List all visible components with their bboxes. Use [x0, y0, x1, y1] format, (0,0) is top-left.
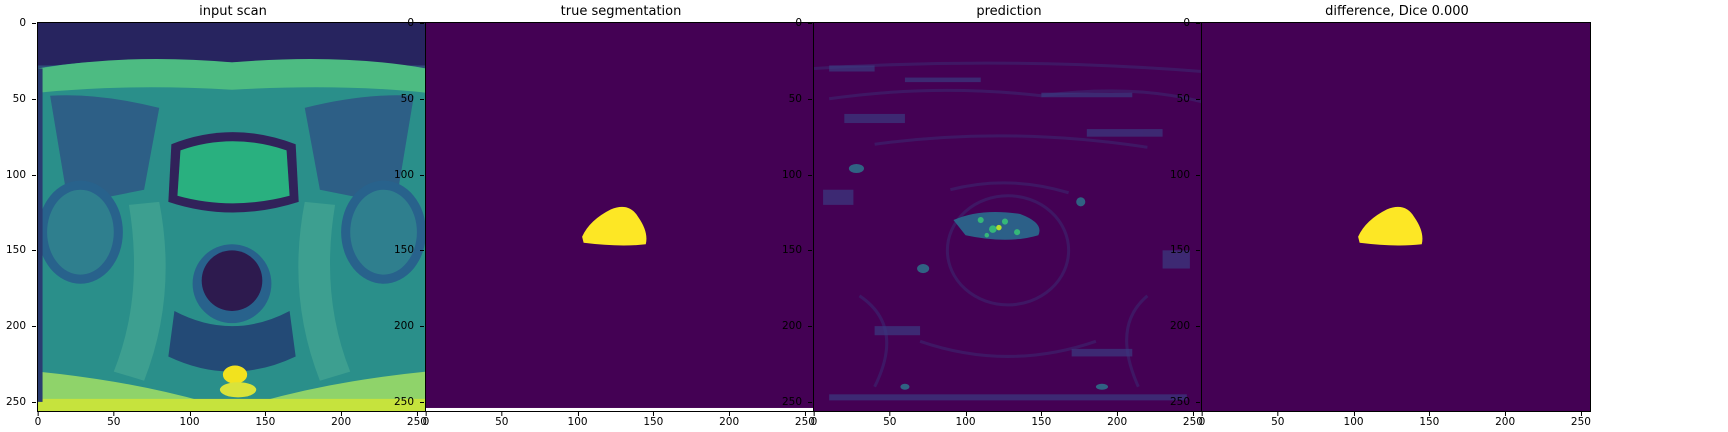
panel-difference: difference, Dice 0.000 0 50 100 150 200 250 0… — [1164, 0, 1594, 432]
y-tick-label: 200 — [0, 320, 36, 332]
x-tick-label: 200 — [331, 412, 352, 428]
y-tick-label: 200 — [388, 320, 424, 332]
x-tick-label: 0 — [1198, 412, 1206, 428]
panel-true-segmentation: true segmentation 0 50 100 150 200 250 0 50 100… — [388, 0, 818, 432]
panel-title: input scan — [199, 4, 267, 19]
y-tick-label: 50 — [776, 93, 812, 105]
image-prediction — [813, 22, 1203, 412]
x-tick-label: 0 — [810, 412, 818, 428]
panel-title: difference, Dice 0.000 — [1325, 4, 1469, 19]
x-tick-label: 150 — [1031, 412, 1052, 428]
y-tick-label: 150 — [776, 244, 812, 256]
x-tick-label: 100 — [179, 412, 200, 428]
y-tick-label: 0 — [388, 17, 424, 29]
x-tick-label: 200 — [719, 412, 740, 428]
x-tick-label: 150 — [643, 412, 664, 428]
x-tick-label: 50 — [107, 412, 121, 428]
y-tick-label: 250 — [776, 396, 812, 408]
y-tick-label: 50 — [1164, 93, 1200, 105]
y-tick-label: 100 — [776, 169, 812, 181]
y-tick-label: 150 — [0, 244, 36, 256]
y-tick-label: 0 — [1164, 17, 1200, 29]
y-tick-label: 0 — [776, 17, 812, 29]
difference-image — [1202, 23, 1590, 411]
image-true-segmentation — [425, 22, 815, 412]
x-tick-label: 250 — [794, 412, 815, 428]
image-input-scan — [37, 22, 427, 412]
y-tick-label: 250 — [1164, 396, 1200, 408]
y-tick-label: 50 — [0, 93, 36, 105]
x-tick-label: 200 — [1107, 412, 1128, 428]
prediction-image — [814, 23, 1202, 411]
x-tick-label: 250 — [406, 412, 427, 428]
x-tick-label: 0 — [422, 412, 430, 428]
x-tick-label: 150 — [1419, 412, 1440, 428]
x-tick-label: 150 — [255, 412, 276, 428]
input-scan-image — [38, 23, 426, 411]
x-tick-label: 200 — [1495, 412, 1516, 428]
x-tick-label: 50 — [1271, 412, 1285, 428]
y-tick-label: 100 — [388, 169, 424, 181]
image-difference — [1201, 22, 1591, 412]
x-tick-label: 0 — [34, 412, 42, 428]
y-tick-label: 100 — [0, 169, 36, 181]
y-tick-label: 250 — [0, 396, 36, 408]
panel-prediction: prediction — [776, 0, 1206, 432]
y-tick-label: 200 — [776, 320, 812, 332]
x-tick-label: 100 — [1343, 412, 1364, 428]
x-tick-label: 50 — [883, 412, 897, 428]
x-tick-label: 250 — [1182, 412, 1203, 428]
y-tick-label: 100 — [1164, 169, 1200, 181]
panel-title: true segmentation — [560, 4, 682, 19]
x-tick-label: 100 — [955, 412, 976, 428]
panel-title: prediction — [976, 4, 1042, 19]
y-tick-label: 50 — [388, 93, 424, 105]
x-tick-label: 100 — [567, 412, 588, 428]
y-tick-label: 0 — [0, 17, 36, 29]
panel-input-scan: input scan — [0, 0, 430, 432]
x-tick-label: 250 — [1570, 412, 1591, 428]
y-tick-label: 200 — [1164, 320, 1200, 332]
y-tick-label: 250 — [388, 396, 424, 408]
y-tick-label: 150 — [388, 244, 424, 256]
x-tick-label: 50 — [495, 412, 509, 428]
y-tick-label: 150 — [1164, 244, 1200, 256]
true-segmentation-image — [426, 23, 814, 411]
